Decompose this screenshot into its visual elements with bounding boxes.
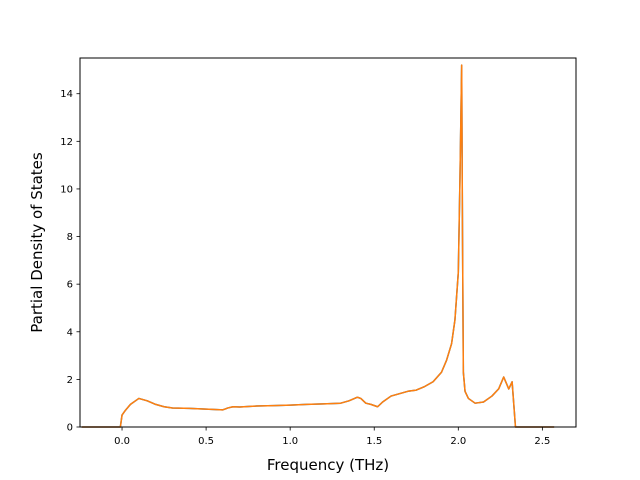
x-tick-label: 0.5 <box>198 436 214 447</box>
x-axis-title: Frequency (THz) <box>267 456 389 474</box>
x-tick-label: 1.0 <box>282 436 298 447</box>
y-tick-label: 10 <box>60 184 73 195</box>
y-tick-label: 4 <box>67 327 73 338</box>
y-axis-ticks: 0 2 4 6 8 10 12 14 <box>60 89 80 434</box>
y-tick-label: 12 <box>60 137 73 148</box>
plot-frame <box>79 57 577 428</box>
x-tick-label: 2.0 <box>450 436 466 447</box>
x-tick-label: 1.5 <box>366 436 382 447</box>
series-layer <box>81 64 555 428</box>
y-tick-label: 14 <box>60 89 73 100</box>
y-tick-label: 6 <box>67 280 73 291</box>
y-tick-label: 2 <box>67 375 73 386</box>
x-tick-label: 2.5 <box>534 436 550 447</box>
y-axis-title: Partial Density of States <box>28 152 46 333</box>
x-axis-ticks: 0.0 0.5 1.0 1.5 2.0 2.5 <box>114 427 550 447</box>
x-tick-label: 0.0 <box>114 436 130 447</box>
series-line-2 <box>81 64 555 428</box>
y-tick-label: 8 <box>67 232 73 243</box>
y-tick-label: 0 <box>67 423 73 434</box>
